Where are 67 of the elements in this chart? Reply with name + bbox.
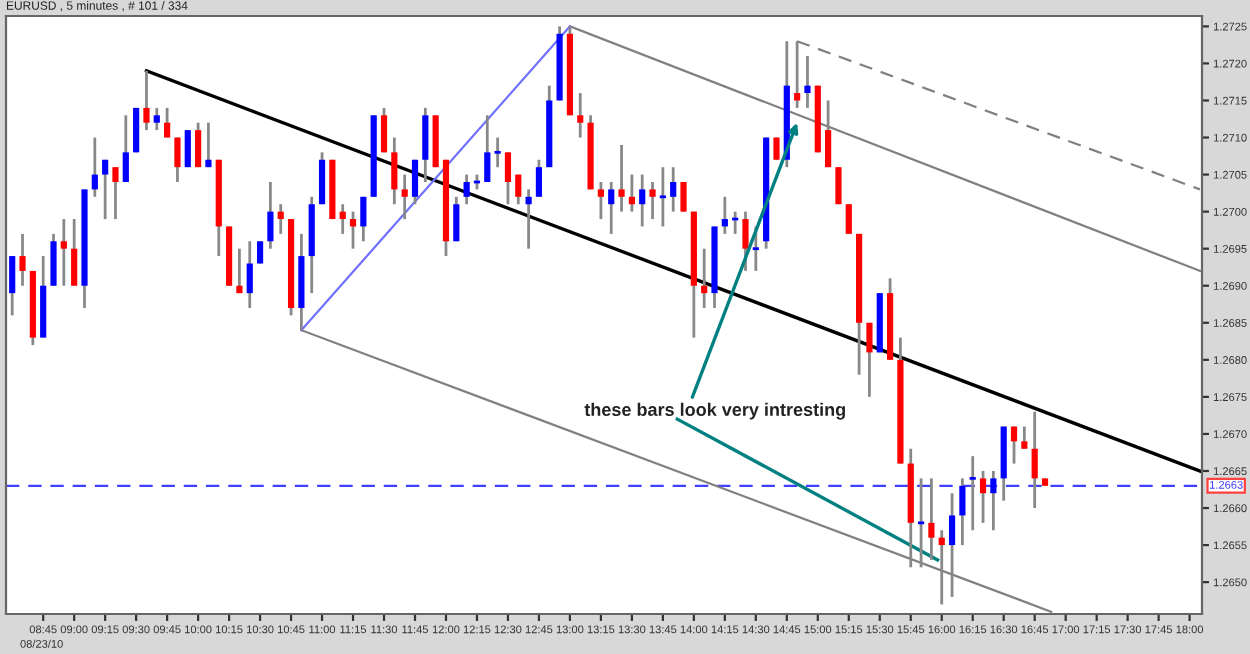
candlestick <box>484 113 491 184</box>
candlestick <box>751 225 761 273</box>
candlestick <box>1010 425 1018 465</box>
candlestick <box>721 195 728 236</box>
candlestick <box>515 173 522 206</box>
candlestick <box>339 202 346 236</box>
candlestick <box>639 173 646 228</box>
candlestick <box>9 254 16 317</box>
candlestick <box>122 113 129 184</box>
candlestick <box>205 121 212 169</box>
candlestick <box>463 173 470 206</box>
candlestick <box>401 173 408 221</box>
candlestick <box>968 454 978 532</box>
candlestick <box>112 165 119 221</box>
candlestick <box>680 180 687 214</box>
candlestick <box>411 158 419 206</box>
candlestick <box>1021 425 1028 451</box>
candlestick <box>835 165 842 206</box>
candlestick <box>628 173 635 214</box>
candlestick <box>143 69 150 132</box>
candlestick <box>928 477 935 562</box>
candlestick <box>60 217 67 288</box>
candlestick <box>1031 410 1038 510</box>
candlestick <box>597 180 604 221</box>
candlestick <box>701 247 708 310</box>
candlestick <box>535 158 543 199</box>
candlestick <box>102 158 109 221</box>
candlestick <box>916 477 926 569</box>
candlestick <box>71 217 78 288</box>
candlestick <box>19 232 26 288</box>
candlestick <box>938 528 945 606</box>
candlestick <box>742 210 749 273</box>
candlestick <box>360 195 367 243</box>
candlestick <box>658 165 668 228</box>
candlestick <box>91 136 98 199</box>
candlestick <box>267 180 274 251</box>
candlestick <box>649 180 656 221</box>
candlestick <box>804 54 811 110</box>
candlestick <box>990 469 997 532</box>
candlestick <box>618 143 625 214</box>
candlestick <box>50 232 57 288</box>
candlestick <box>959 477 966 547</box>
candlestick <box>948 491 956 599</box>
candlestick <box>195 121 202 169</box>
candlestick <box>164 106 171 139</box>
candlestick <box>153 106 160 132</box>
candlestick <box>608 180 615 236</box>
candlestick <box>246 239 253 310</box>
candlestick <box>979 469 987 525</box>
candlestick <box>422 106 429 184</box>
candlestick <box>391 136 398 206</box>
candlestick <box>318 150 326 206</box>
candlestick <box>866 321 873 399</box>
candlestick <box>453 195 460 243</box>
candlestick <box>236 247 243 295</box>
annotation: these bars look very intresting <box>584 402 845 420</box>
candlestick <box>277 202 284 236</box>
candlestick <box>174 136 181 184</box>
candlestick <box>349 210 357 251</box>
candlestick <box>825 99 832 169</box>
candlestick <box>845 202 852 236</box>
candlestick <box>670 165 677 214</box>
candlestick <box>380 106 388 154</box>
candlestick <box>525 188 532 251</box>
candlestick <box>504 150 512 206</box>
candlestick <box>577 91 584 139</box>
candlestick <box>184 128 191 169</box>
